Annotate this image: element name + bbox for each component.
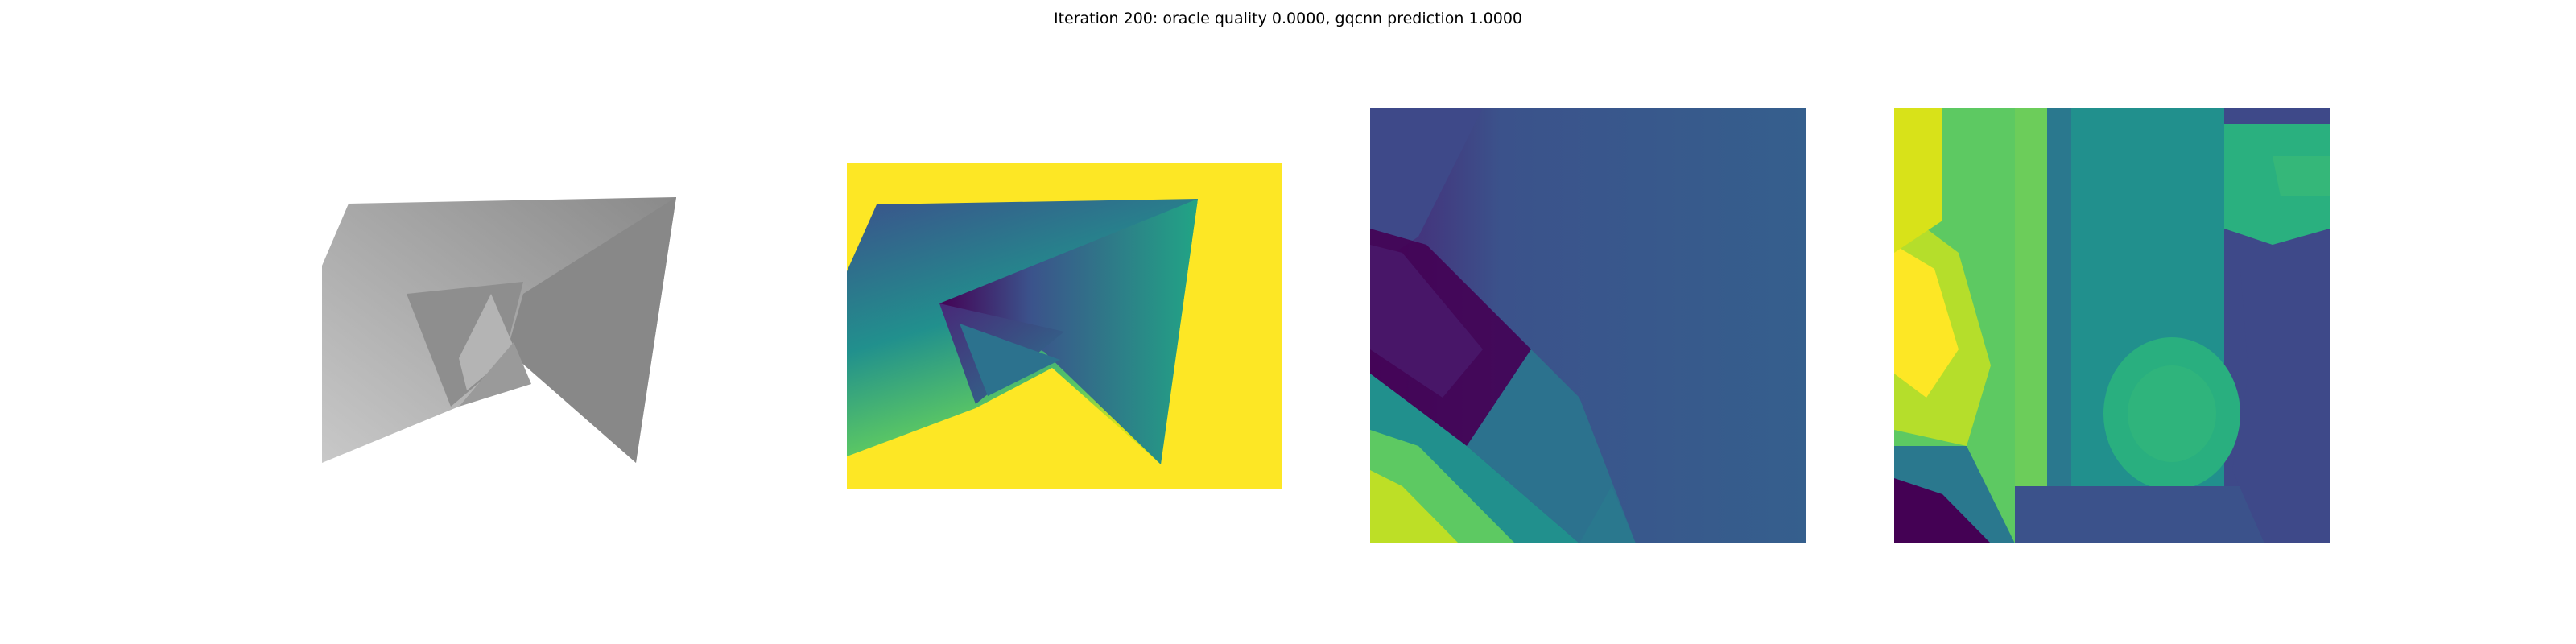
crop-patch-right-image bbox=[1894, 108, 2330, 543]
figure-title: Iteration 200: oracle quality 0.0000, gq… bbox=[1053, 10, 1522, 27]
crop-patch-right-panel bbox=[1894, 108, 2330, 543]
grayscale-render-panel bbox=[322, 197, 676, 467]
depth-image bbox=[847, 163, 1282, 489]
grayscale-render-image bbox=[322, 197, 676, 463]
crop-patch-left-image bbox=[1370, 108, 1806, 543]
crop-patch-left-panel bbox=[1370, 108, 1806, 543]
depth-image-panel bbox=[847, 163, 1282, 489]
